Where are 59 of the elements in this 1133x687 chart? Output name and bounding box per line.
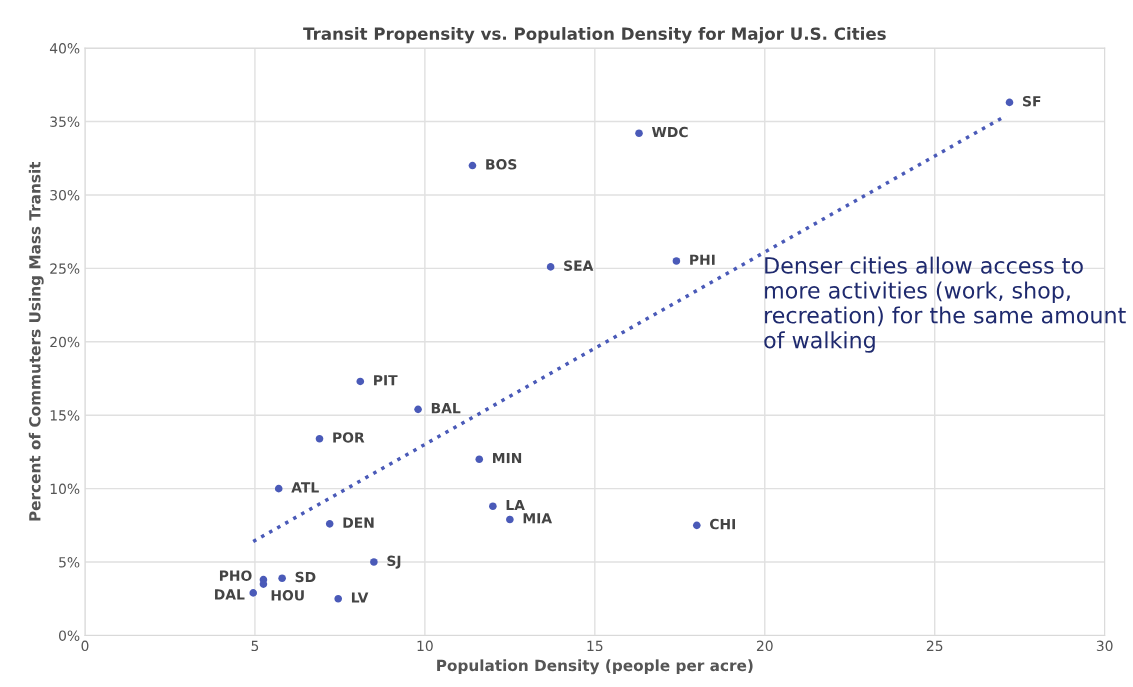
x-tick-label: 0: [81, 640, 89, 652]
annotation: LV: [351, 592, 369, 603]
point: [414, 405, 422, 414]
point: [692, 521, 701, 530]
y-tick-label: 0%: [59, 630, 80, 641]
y-axis-title: Percent of Commuters Using Mass Transit: [28, 161, 44, 521]
point: [325, 520, 334, 528]
annotation: SD: [295, 571, 316, 583]
annotation: PHI: [690, 254, 715, 265]
y-tick-label: 25%: [50, 263, 80, 274]
y-tick-label: 40%: [49, 43, 80, 54]
point: [468, 161, 477, 170]
annotation: WDC: [651, 126, 688, 138]
annotation: PIT: [374, 375, 398, 386]
annotation: MIN: [493, 452, 522, 464]
annotation: PHO: [219, 570, 252, 581]
point: [1005, 98, 1014, 107]
annotation: SF: [1023, 95, 1041, 107]
x-tick-label: 30: [1096, 640, 1113, 652]
point: [278, 574, 286, 583]
x-axis-title: Population Density (people per acre): [437, 659, 753, 675]
point: [475, 455, 484, 464]
annotation: LA: [506, 499, 525, 511]
point: [274, 484, 283, 493]
annotation: SJ: [387, 555, 401, 569]
point: [546, 263, 555, 271]
x-tick-label: 10: [417, 640, 433, 652]
point: [315, 434, 324, 443]
point: [672, 257, 681, 265]
y-tick-label: 20%: [50, 336, 80, 348]
y-tick-label: 10%: [50, 483, 80, 495]
x-tick-label: 20: [756, 640, 773, 652]
x-tick-label: 5: [251, 640, 259, 652]
annotation: ATL: [291, 482, 319, 493]
y-tick-label: 35%: [50, 116, 80, 127]
point: [635, 129, 643, 138]
point: [506, 515, 514, 524]
y-tick-label: 5%: [59, 557, 80, 568]
x-tick-label: 15: [587, 640, 603, 652]
point: [249, 589, 258, 597]
annotation: CHI: [709, 518, 735, 530]
annotation: DAL: [215, 589, 245, 600]
y-tick-label: 30%: [50, 189, 80, 201]
point: [334, 594, 342, 603]
annotation: POR: [333, 432, 365, 443]
point: [489, 502, 497, 511]
annotation: BOS: [486, 159, 517, 170]
annotation: Denser cities allow access to more activities (work, shop, recreation) for the same amount of walking: [764, 256, 1126, 353]
y-tick-label: 15%: [50, 410, 80, 421]
point: [370, 558, 378, 566]
annotation: SEA: [564, 260, 594, 271]
annotation: BAL: [431, 403, 461, 414]
point: [356, 377, 365, 386]
x-tick-label: 25: [926, 640, 943, 652]
chart-title: Transit Propensity vs. Population Density for Major U.S. Cities: [303, 27, 886, 44]
annotation: HOU: [271, 590, 304, 601]
annotation: MIA: [523, 513, 553, 524]
annotation: DEN: [343, 517, 374, 528]
point: [259, 580, 268, 588]
